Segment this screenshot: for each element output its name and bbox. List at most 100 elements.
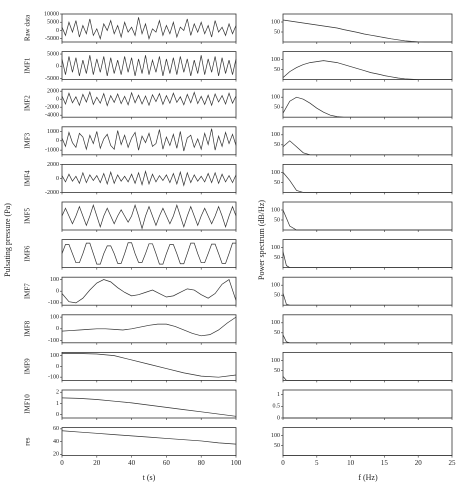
y-tick-label: 100	[271, 283, 280, 289]
x-tick-label: 40	[128, 459, 136, 467]
y-tick-label: 2000	[47, 162, 59, 168]
signal-line	[61, 203, 237, 230]
panel-frame	[61, 88, 237, 118]
panel-label: IMF6	[24, 245, 32, 261]
y-tick-label: 5000	[47, 20, 59, 26]
signal-line	[61, 90, 237, 107]
signal-line	[61, 128, 237, 152]
panel-frame	[282, 239, 453, 269]
signal-line	[61, 316, 237, 337]
panel-frame	[282, 88, 453, 118]
y-tick-label: 50	[274, 255, 280, 261]
signal-line	[282, 293, 452, 306]
y-tick-label: 0	[56, 412, 59, 418]
y-tick-label: 100	[271, 19, 280, 25]
signal-line	[282, 209, 452, 231]
y-tick-label: 50	[274, 330, 280, 336]
panel-frame	[61, 351, 237, 381]
y-tick-label: 0	[56, 28, 59, 34]
right-y-label: Power spectrum (dB/Hz)	[257, 200, 266, 280]
y-tick-label: 100	[271, 170, 280, 176]
y-tick-label: 100	[271, 358, 280, 364]
signal-line	[282, 140, 452, 156]
panel-frame	[282, 13, 453, 43]
y-tick-label: 100	[271, 132, 280, 138]
x-tick-label: 20	[93, 459, 101, 467]
y-tick-label: 10000	[44, 11, 59, 17]
y-tick-label: -4000	[45, 113, 59, 119]
y-tick-label: -1000	[45, 148, 59, 154]
panel-label: IMF7	[24, 283, 32, 299]
panel-frame	[282, 51, 453, 80]
signal-line	[61, 430, 237, 445]
panel-label: IMF9	[24, 358, 32, 374]
panel-label: IMF5	[24, 208, 32, 224]
panel-label: IMF1	[24, 57, 32, 73]
panel-frame	[61, 314, 237, 344]
y-tick-label: 60	[53, 426, 59, 432]
y-tick-label: 100	[271, 245, 280, 251]
y-tick-label: -2000	[45, 190, 59, 196]
y-tick-label: 1000	[47, 129, 59, 135]
signal-line	[61, 278, 237, 304]
x-tick-label: 20	[415, 459, 423, 467]
panel-frame	[282, 427, 453, 457]
x-tick-label: 100	[231, 459, 242, 467]
y-tick-label: 50	[274, 443, 280, 449]
signal-line	[61, 17, 237, 40]
x-tick-label: 25	[449, 459, 457, 467]
panel-frame	[282, 314, 453, 344]
left-y-label: Pulsating pressure (Pa)	[3, 203, 12, 277]
signal-line	[61, 55, 237, 77]
panel-label: res	[24, 437, 32, 445]
y-tick-label: 50	[274, 67, 280, 73]
y-tick-label: -100	[48, 300, 59, 306]
left-x-label: t (s)	[143, 473, 156, 482]
panel-label: Raw data	[24, 14, 32, 41]
y-tick-label: 100	[50, 353, 59, 359]
y-tick-label: 0	[56, 64, 59, 70]
y-tick-label: 0	[56, 364, 59, 370]
x-tick-label: 60	[163, 459, 171, 467]
y-tick-label: 1	[277, 392, 280, 398]
panel-label: IMF10	[24, 394, 32, 414]
y-tick-label: 50	[274, 217, 280, 223]
y-tick-label: 100	[271, 433, 280, 439]
x-tick-label: 0	[60, 459, 64, 467]
y-tick-label: 100	[50, 315, 59, 321]
y-tick-label: -5000	[45, 76, 59, 82]
signal-line	[61, 397, 237, 417]
y-tick-label: -100	[48, 375, 59, 381]
y-tick-label: 50	[274, 105, 280, 111]
y-tick-label: 50	[274, 29, 280, 35]
y-tick-label: 100	[271, 95, 280, 101]
y-tick-label: 2000	[47, 89, 59, 95]
y-tick-label: 20	[53, 452, 59, 458]
panel-label: IMF8	[24, 320, 32, 336]
y-tick-label: -2000	[45, 105, 59, 111]
panel-frame	[282, 276, 453, 306]
signal-line	[282, 60, 452, 80]
panel-frame	[282, 163, 453, 193]
signal-line	[282, 96, 452, 118]
x-tick-label: 15	[381, 459, 389, 467]
y-tick-label: 50	[274, 142, 280, 148]
y-tick-label: 50	[274, 293, 280, 299]
x-tick-label: 5	[315, 459, 319, 467]
y-tick-label: 100	[271, 207, 280, 213]
y-tick-label: 0	[277, 415, 280, 421]
y-tick-label: 2	[56, 390, 59, 396]
signal-line	[282, 376, 452, 381]
panel-frame	[282, 351, 453, 381]
y-tick-label: 50	[274, 368, 280, 374]
panel-frame	[61, 389, 237, 419]
x-tick-label: 0	[281, 459, 285, 467]
y-tick-label: 1	[56, 401, 59, 407]
panel-label: IMF3	[24, 132, 32, 148]
y-tick-label: 40	[53, 439, 59, 445]
panel-frame	[61, 51, 237, 80]
y-tick-label: 0	[56, 138, 59, 144]
y-tick-label: 100	[271, 57, 280, 63]
